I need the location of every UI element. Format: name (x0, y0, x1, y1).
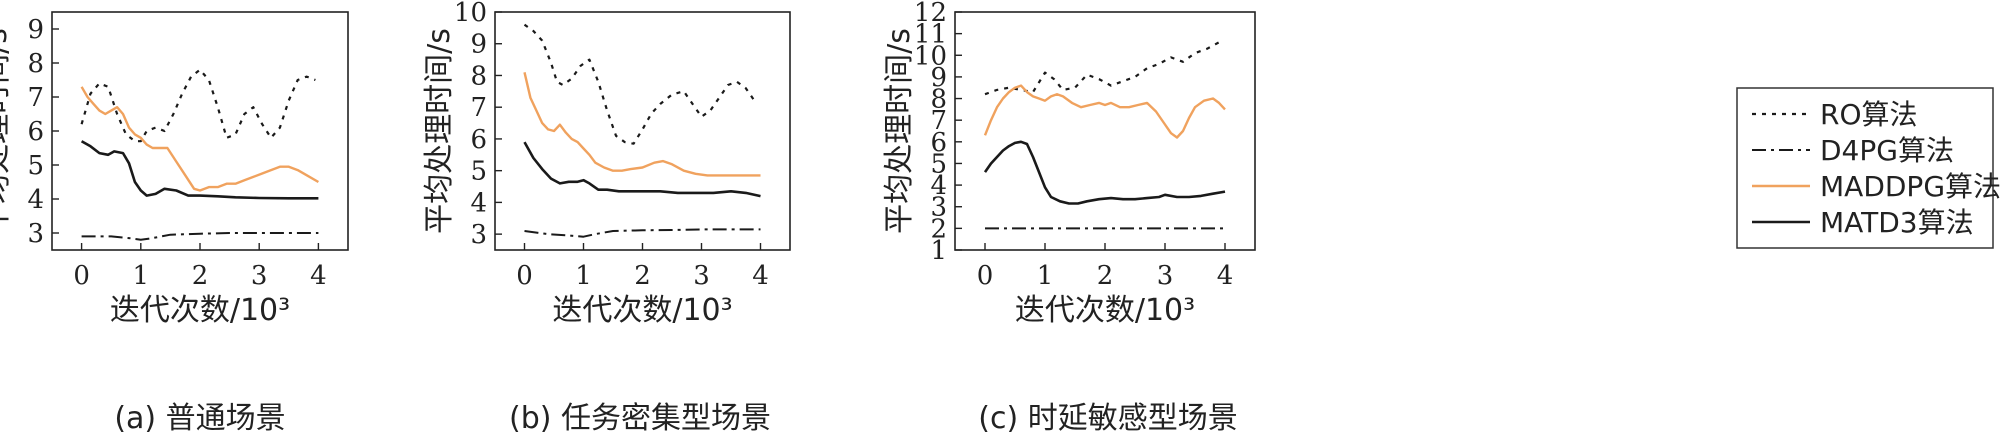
y-tick-label: 3 (930, 193, 947, 223)
y-tick-label: 9 (27, 15, 44, 45)
y-tick-label: 3 (27, 219, 44, 249)
y-tick-label: 6 (930, 128, 947, 158)
y-axis-label: 平均处理时间/s (882, 28, 917, 234)
series-line-3 (80, 86, 319, 192)
y-tick-label: 8 (930, 85, 947, 115)
chart-caption: (a) 普通场景 (114, 401, 285, 436)
y-tick-label: 9 (930, 63, 947, 93)
series-line-3 (983, 84, 1226, 139)
x-tick-label: 4 (752, 261, 769, 291)
plot-frame (494, 11, 791, 251)
chart-caption: (c) 时延敏感型场景 (978, 401, 1237, 436)
x-axis-label: 迭代次数/10³ (1015, 293, 1195, 328)
y-tick-label: 2 (930, 214, 947, 244)
chart-panel-1: 3 4 5 6 7 8 9 0 1 2 3 4 迭代次数/10³ 平均处理时间/s (a) 普通场景 (0, 11, 349, 436)
y-tick-label: 6 (470, 125, 487, 155)
x-tick-label: 1 (575, 261, 592, 291)
series-line-3 (523, 72, 761, 177)
legend-label-1: RO算法 (1820, 98, 1918, 131)
x-tick-label: 2 (1097, 261, 1114, 291)
x-tick-label: 3 (251, 261, 268, 291)
series-line-2 (81, 232, 319, 241)
x-tick-label: 1 (133, 261, 150, 291)
y-tick-label: 1 (930, 236, 947, 266)
y-tick-label: 10 (454, 0, 487, 28)
legend-label-3: MADDPG算法 (1820, 170, 2001, 203)
x-tick-label: 4 (310, 261, 327, 291)
y-tick-label: 9 (470, 30, 487, 60)
y-tick-label: 7 (27, 83, 44, 113)
chart-caption: (b) 任务密集型场景 (509, 401, 771, 436)
y-axis-label: 平均处理时间/s (0, 28, 14, 234)
series-line-4 (80, 140, 319, 200)
y-tick-label: 12 (914, 0, 947, 28)
y-axis-label: 平均处理时间/s (422, 28, 457, 234)
y-tick-label: 4 (470, 188, 487, 218)
legend-label-2: D4PG算法 (1820, 134, 1954, 167)
x-tick-label: 2 (634, 261, 651, 291)
y-tick-label: 5 (27, 151, 44, 181)
x-tick-label: 0 (73, 261, 90, 291)
y-tick-label: 11 (914, 20, 947, 50)
y-tick-label: 4 (27, 185, 44, 215)
series-line-1 (80, 68, 316, 143)
y-tick-label: 3 (470, 220, 487, 250)
series-line-4 (983, 140, 1226, 205)
y-tick-label: 10 (914, 41, 947, 71)
plot-frame (51, 11, 349, 251)
y-tick-label: 5 (930, 149, 947, 179)
y-tick-label: 5 (470, 157, 487, 187)
x-axis-label: 迭代次数/10³ (110, 293, 290, 328)
y-tick-label: 6 (27, 117, 44, 147)
series-line-2 (524, 228, 761, 238)
y-tick-label: 8 (27, 49, 44, 79)
legend-label-4: MATD3算法 (1820, 206, 1974, 239)
x-tick-label: 0 (516, 261, 533, 291)
x-tick-label: 4 (1217, 261, 1234, 291)
x-tick-label: 3 (1157, 261, 1174, 291)
y-tick-label: 8 (470, 61, 487, 91)
x-tick-label: 2 (192, 261, 209, 291)
y-tick-label: 7 (470, 93, 487, 123)
series-line-4 (523, 141, 761, 198)
y-tick-label: 7 (930, 106, 947, 136)
x-axis-label: 迭代次数/10³ (552, 293, 732, 328)
y-tick-label: 4 (930, 171, 947, 201)
series-line-1 (523, 23, 756, 145)
x-tick-label: 3 (693, 261, 710, 291)
x-tick-label: 1 (1037, 261, 1054, 291)
x-tick-label: 0 (977, 261, 994, 291)
